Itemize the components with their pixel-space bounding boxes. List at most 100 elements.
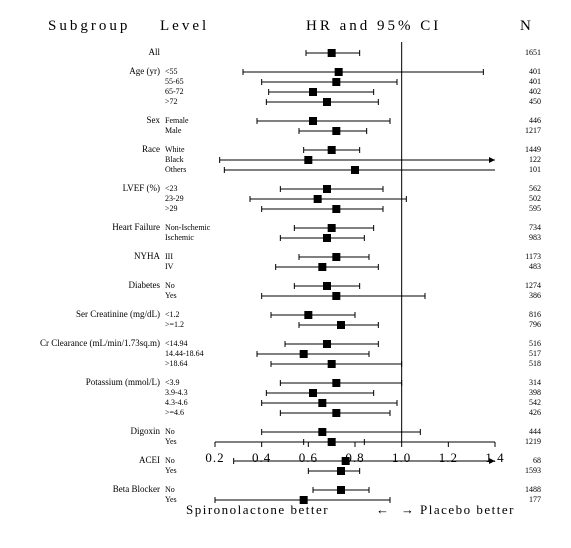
hr-point-marker [309, 389, 317, 397]
forest-plot-page: Subgroup Level HR and 95% CI N All 1651 Ag… [0, 0, 571, 548]
level-label: 65-72 [165, 87, 184, 96]
hr-point-marker [323, 98, 331, 106]
n-value: 517 [529, 349, 541, 358]
hr-point-marker [304, 311, 312, 319]
hr-point-marker [328, 360, 336, 368]
hr-point-marker [309, 88, 317, 96]
hr-point-marker [332, 78, 340, 86]
footer: Spironolactone better ← → Placebo better [0, 502, 571, 532]
level-label: Ischemic [165, 233, 194, 242]
arrow-right-icon: → [401, 502, 414, 518]
n-value: 796 [529, 320, 541, 329]
n-value: 518 [529, 359, 541, 368]
hr-point-marker [332, 253, 340, 261]
level-label: III [165, 252, 173, 261]
level-label: White [165, 145, 185, 154]
plot-area: All1651Age (yr)<5540155-6540165-72402>72… [0, 42, 571, 442]
x-tick-label: 0.6 [299, 450, 318, 466]
group-label: Digoxin [130, 426, 160, 436]
level-label: Black [165, 155, 184, 164]
hr-point-marker [328, 224, 336, 232]
x-tick-label: 1.2 [439, 450, 458, 466]
n-value: 483 [529, 262, 541, 271]
group-label: Diabetes [129, 280, 161, 290]
group-label: LVEF (%) [123, 183, 160, 193]
level-label: <55 [165, 67, 178, 76]
header-hr-ci: HR and 95% CI [306, 18, 441, 35]
n-value: 426 [529, 408, 541, 417]
hr-point-marker [328, 146, 336, 154]
group-label: Race [142, 144, 160, 154]
footer-right-label: Placebo better [420, 502, 515, 518]
level-label: IV [165, 262, 173, 271]
level-label: Yes [165, 291, 177, 300]
n-value: 122 [529, 155, 541, 164]
group-label: Age (yr) [129, 66, 160, 76]
hr-point-marker [318, 428, 326, 436]
ci-arrow-hi-icon [489, 157, 495, 163]
hr-point-marker [323, 282, 331, 290]
level-label: <1.2 [165, 310, 180, 319]
group-label: All [148, 47, 160, 57]
column-headers: Subgroup Level HR and 95% CI N [0, 18, 571, 42]
n-value: 1219 [525, 437, 541, 446]
level-label: 3.9-4.3 [165, 388, 188, 397]
x-tick-label: 1.0 [392, 450, 411, 466]
n-value: 1651 [525, 48, 541, 57]
level-label: <3.9 [165, 378, 180, 387]
x-tick-label: 0.8 [345, 450, 364, 466]
axis-labels: 0.20.40.60.81.01.21.4 [0, 450, 571, 470]
n-value: 401 [529, 77, 541, 86]
hr-point-marker [314, 195, 322, 203]
hr-point-marker [335, 68, 343, 76]
level-label: Yes [165, 437, 177, 446]
hr-point-marker [337, 486, 345, 494]
level-label: >72 [165, 97, 178, 106]
hr-point-marker [332, 292, 340, 300]
group-label: Potassium (mmol/L) [86, 377, 160, 387]
n-value: 1217 [525, 126, 541, 135]
n-value: 542 [529, 398, 541, 407]
hr-point-marker [332, 127, 340, 135]
n-value: 562 [529, 184, 541, 193]
level-label: 55-65 [165, 77, 184, 86]
footer-left-label: Spironolactone better [186, 502, 329, 518]
group-label: Heart Failure [112, 222, 160, 232]
x-tick-label: 1.4 [485, 450, 504, 466]
level-label: No [165, 485, 175, 494]
header-level: Level [160, 18, 209, 35]
level-label: 4.3-4.6 [165, 398, 188, 407]
n-value: 402 [529, 87, 541, 96]
level-label: No [165, 281, 175, 290]
hr-point-marker [304, 156, 312, 164]
hr-point-marker [323, 185, 331, 193]
level-label: <14.94 [165, 339, 188, 348]
n-value: 516 [529, 339, 541, 348]
n-value: 734 [529, 223, 541, 232]
group-label: Ser Creatinine (mg/dL) [76, 309, 160, 319]
hr-point-marker [332, 379, 340, 387]
x-tick-label: 0.4 [252, 450, 271, 466]
n-value: 1488 [525, 485, 541, 494]
level-label: >=4.6 [165, 408, 184, 417]
n-value: 502 [529, 194, 541, 203]
level-label: >18.64 [165, 359, 188, 368]
hr-point-marker [318, 263, 326, 271]
n-value: 101 [529, 165, 541, 174]
hr-point-marker [323, 234, 331, 242]
level-label: >29 [165, 204, 178, 213]
n-value: 450 [529, 97, 541, 106]
header-subgroup: Subgroup [48, 18, 130, 35]
hr-point-marker [332, 409, 340, 417]
n-value: 816 [529, 310, 541, 319]
level-label: 23-29 [165, 194, 184, 203]
level-label: <23 [165, 184, 178, 193]
level-label: Non-Ischemic [165, 223, 210, 232]
level-label: Female [165, 116, 189, 125]
level-label: Male [165, 126, 181, 135]
n-value: 314 [529, 378, 541, 387]
group-label: NYHA [134, 251, 160, 261]
hr-point-marker [351, 166, 359, 174]
hr-point-marker [328, 49, 336, 57]
group-label: Cr Clearance (mL/min/1.73sq.m) [40, 338, 160, 348]
